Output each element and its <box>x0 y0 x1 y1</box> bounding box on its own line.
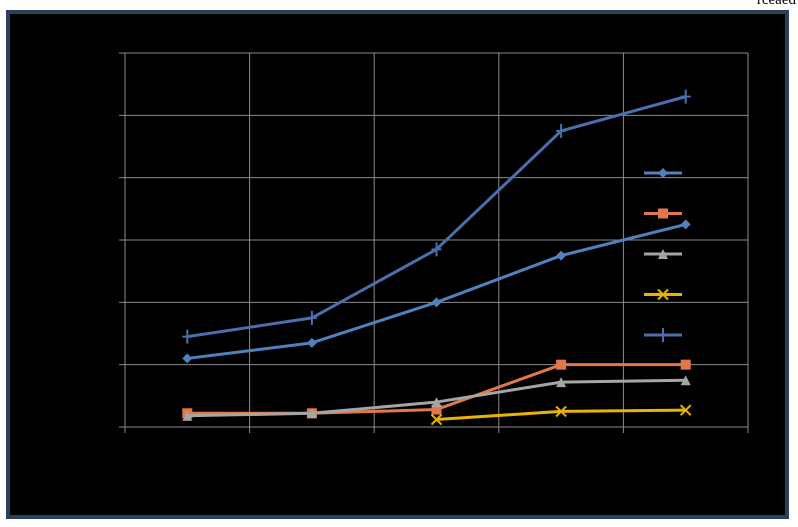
series-layer <box>182 89 692 426</box>
series-1 <box>182 89 691 344</box>
legend-entry <box>644 328 682 342</box>
corner-text: rceaed <box>756 0 796 8</box>
marker-diamond <box>658 168 668 178</box>
marker-x <box>657 288 669 301</box>
marker-square <box>680 359 691 370</box>
legend-entry <box>644 208 682 219</box>
marker-diamond <box>182 353 193 364</box>
marker-cross <box>431 242 442 257</box>
legend <box>644 168 682 342</box>
grid <box>119 52 749 433</box>
marker-cross <box>658 328 668 342</box>
chart-frame <box>6 10 789 519</box>
marker-diamond <box>556 250 567 261</box>
marker-square <box>658 208 668 219</box>
marker-cross <box>306 310 317 325</box>
legend-entry <box>644 288 682 301</box>
marker-square <box>431 404 442 415</box>
marker-square <box>556 359 567 370</box>
legend-entry <box>644 168 682 178</box>
series-5 <box>430 404 692 426</box>
marker-triangle <box>680 375 691 386</box>
marker-x <box>430 413 443 426</box>
series-2 <box>182 219 691 364</box>
marker-cross <box>556 123 567 138</box>
series-4 <box>182 375 691 421</box>
marker-diamond <box>306 337 317 348</box>
marker-diamond <box>431 297 442 308</box>
marker-cross <box>680 89 691 104</box>
marker-diamond <box>680 219 691 230</box>
marker-x <box>555 405 567 418</box>
marker-triangle <box>182 410 193 421</box>
marker-triangle <box>658 249 668 259</box>
marker-triangle <box>306 408 317 419</box>
legend-entry <box>644 249 682 259</box>
marker-cross <box>182 329 193 344</box>
marker-triangle <box>431 397 442 408</box>
marker-x <box>679 404 692 416</box>
marker-triangle <box>556 377 567 388</box>
